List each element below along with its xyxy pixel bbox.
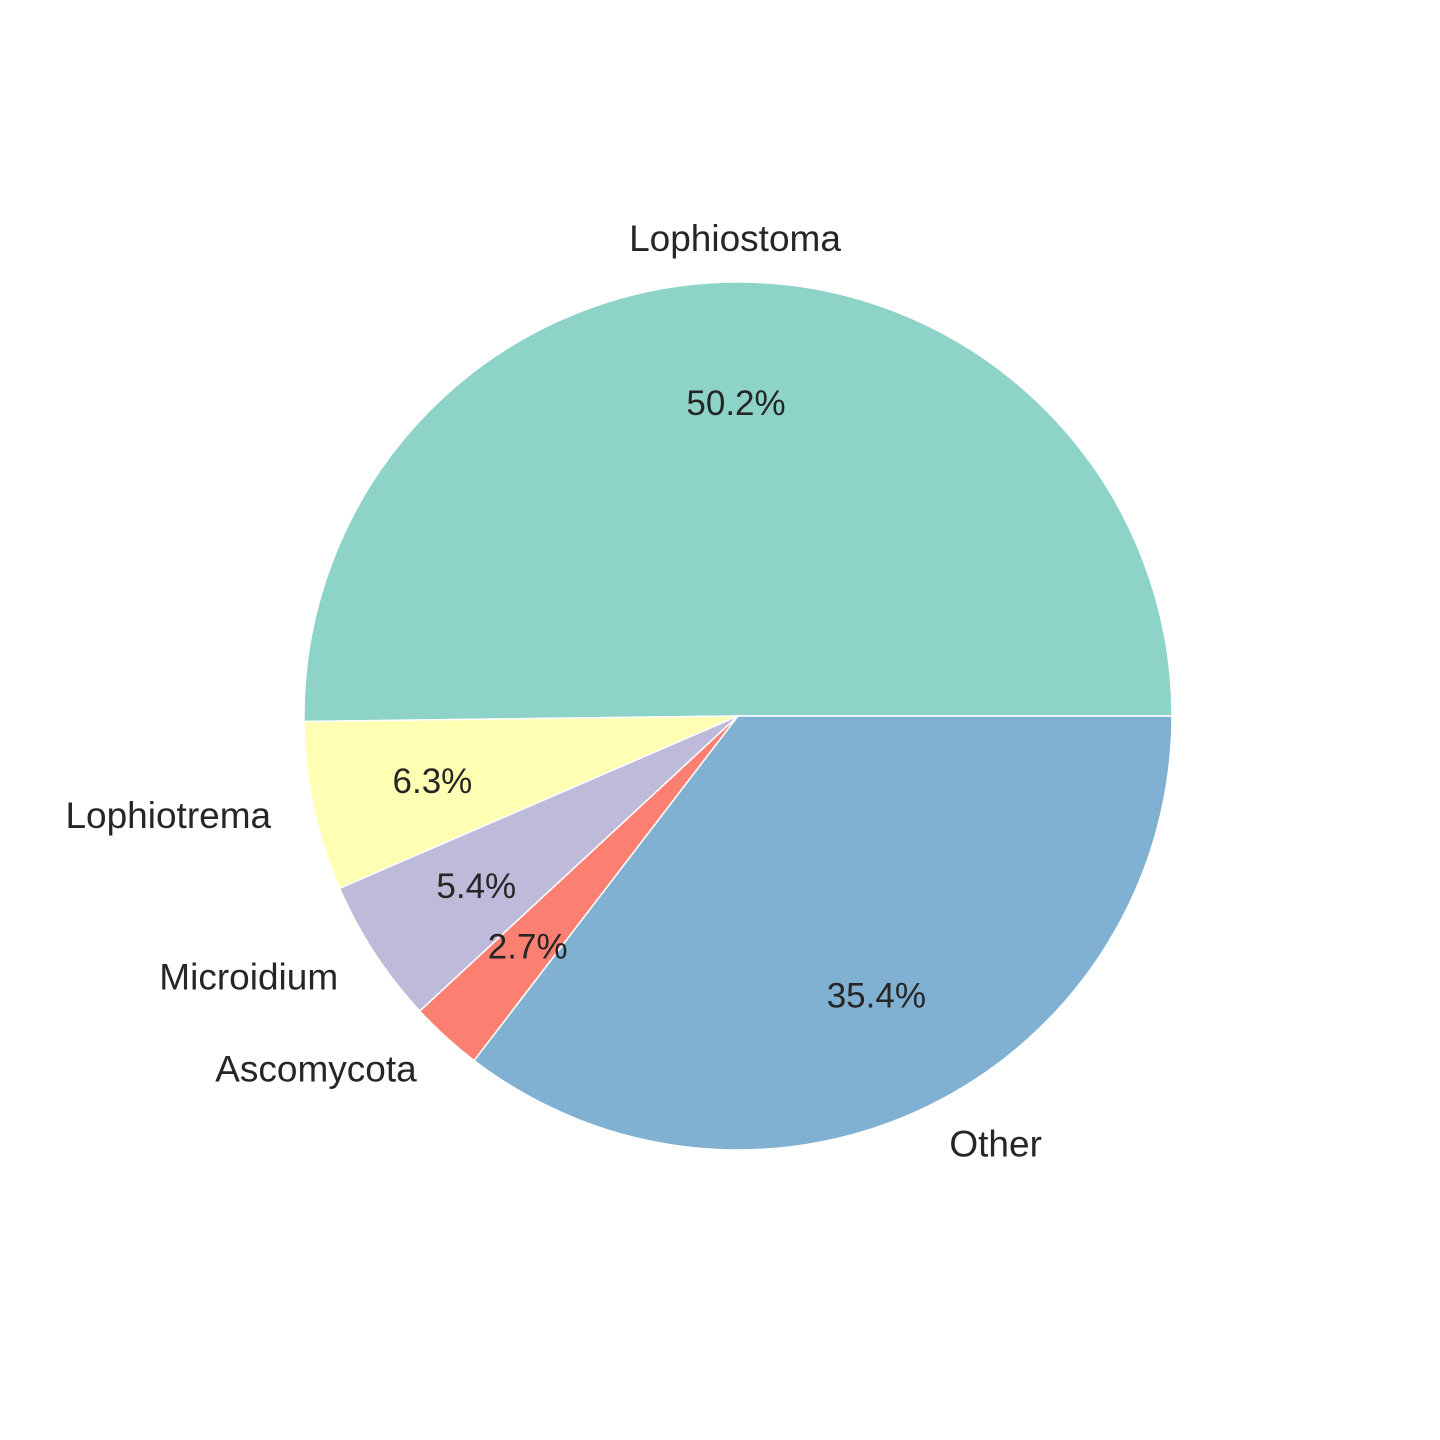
slice-label-lophiostoma: Lophiostoma bbox=[629, 218, 841, 259]
pie-labels: Lophiostoma 50.2% Lophiotrema 6.3% Microidiu… bbox=[65, 218, 1041, 1164]
slice-percent-lophiotrema: 6.3% bbox=[393, 762, 473, 801]
slice-percent-lophiostoma: 50.2% bbox=[686, 384, 785, 423]
pie-slices bbox=[303, 281, 1173, 1151]
slice-label-ascomycota: Ascomycota bbox=[215, 1049, 417, 1090]
pie-slice-microidium bbox=[338, 715, 739, 1012]
slice-percent-microidium: 5.4% bbox=[436, 867, 516, 906]
pie-slice-lophiostoma bbox=[303, 281, 1173, 723]
slice-label-other: Other bbox=[949, 1124, 1042, 1165]
slice-percent-other: 35.4% bbox=[827, 977, 926, 1016]
pie-slice-lophiotrema bbox=[303, 715, 739, 890]
pie-slice-other bbox=[473, 715, 1173, 1151]
slice-percent-ascomycota: 2.7% bbox=[488, 928, 568, 967]
slice-label-lophiotrema: Lophiotrema bbox=[65, 795, 271, 836]
slice-label-microidium: Microidium bbox=[159, 956, 338, 997]
